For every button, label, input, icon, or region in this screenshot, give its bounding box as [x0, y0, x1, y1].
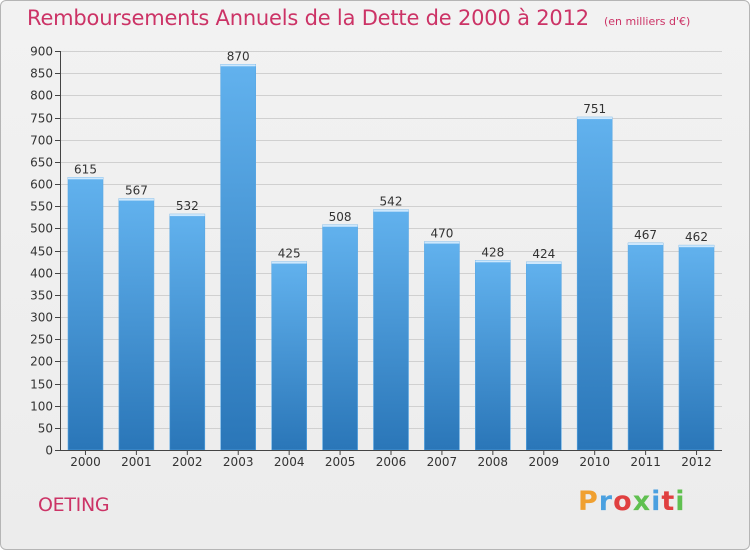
- bar-2008: [474, 259, 511, 451]
- y-tick-label: 0: [45, 444, 53, 458]
- bar-2007: [424, 241, 460, 451]
- y-tick-label: 650: [30, 156, 53, 170]
- logo-letter: x: [632, 486, 652, 517]
- bar-highlight: [475, 260, 511, 263]
- y-tick-label: 900: [30, 45, 53, 59]
- x-tick-label: 2010: [579, 455, 610, 469]
- bars: [67, 64, 715, 451]
- y-tick-label: 450: [30, 245, 53, 259]
- bar-2002: [169, 213, 206, 451]
- x-tick-label: 2009: [529, 455, 560, 469]
- y-tick-label: 150: [30, 378, 53, 392]
- logo-letter: o: [613, 486, 633, 517]
- y-tick-label: 500: [30, 222, 53, 236]
- y-tick-label: 250: [30, 333, 53, 347]
- bar-highlight: [628, 243, 664, 245]
- logo-letter: i: [651, 486, 662, 517]
- chart-title: Remboursements Annuels de la Dette de 20…: [27, 6, 690, 30]
- x-tick-label: 2006: [376, 455, 407, 469]
- commune-name: OETING: [38, 494, 110, 516]
- bar-highlight: [169, 214, 205, 217]
- bar-highlight: [679, 245, 714, 248]
- x-tick-label: 2001: [121, 455, 152, 469]
- x-tick-label: 2008: [478, 455, 509, 469]
- x-tick-label: 2002: [172, 455, 203, 469]
- bar-highlight: [526, 262, 562, 264]
- logo-letter: t: [661, 486, 676, 517]
- bar-2006: [373, 209, 409, 451]
- bar-2012: [678, 244, 715, 451]
- bar-highlight: [322, 224, 358, 227]
- data-label: 567: [125, 184, 148, 198]
- bar-highlight: [577, 117, 613, 120]
- data-label: 751: [583, 102, 606, 116]
- y-tick-label: 100: [30, 400, 53, 414]
- data-label: 615: [74, 162, 97, 176]
- x-tick-label: 2005: [325, 455, 356, 469]
- bar-2011: [627, 242, 664, 451]
- y-tick-label: 50: [38, 422, 53, 436]
- y-tick-label: 350: [30, 289, 53, 303]
- x-tick-label: 2007: [427, 455, 458, 469]
- y-tick-label: 750: [30, 112, 53, 126]
- data-label: 467: [634, 228, 657, 242]
- bar-highlight: [118, 198, 154, 201]
- bar-highlight: [220, 64, 256, 67]
- data-label: 462: [685, 230, 708, 244]
- labels: 0 50 100 150 200 250 300 350 400 450 500 550 600 650 7…: [30, 45, 712, 470]
- bar-2003: [220, 64, 256, 451]
- bar-2009: [525, 261, 562, 451]
- x-tick-label: 2003: [223, 455, 254, 469]
- y-tick-label: 800: [30, 89, 53, 103]
- data-label: 470: [430, 227, 453, 241]
- y-tick-label: 600: [30, 178, 53, 192]
- data-label: 532: [176, 199, 199, 213]
- data-label: 508: [329, 210, 352, 224]
- data-label: 428: [481, 245, 504, 259]
- x-tick-label: 2011: [630, 455, 661, 469]
- x-tick-label: 2004: [274, 455, 305, 469]
- chart-unit-text: (en milliers d'€): [604, 15, 691, 28]
- chart-title-text: Remboursements Annuels de la Dette de 20…: [27, 6, 589, 30]
- logo-letter: P: [578, 486, 599, 517]
- proxiti-logo: Proxiti: [578, 486, 686, 517]
- logo-letter: i: [675, 486, 686, 517]
- logo-letter: r: [598, 486, 614, 517]
- bar-2001: [118, 198, 155, 451]
- bar-2010: [576, 116, 613, 451]
- x-tick-label: 2012: [681, 455, 712, 469]
- bar-2005: [322, 224, 358, 451]
- y-tick-label: 400: [30, 267, 53, 281]
- y-tick-label: 200: [30, 355, 53, 369]
- x-tick-label: 2000: [70, 455, 101, 469]
- data-label: 424: [532, 247, 555, 261]
- data-label: 870: [227, 49, 250, 63]
- bar-2000: [67, 177, 104, 451]
- bar-highlight: [424, 241, 460, 244]
- bar-2004: [271, 261, 308, 451]
- bar-highlight: [271, 261, 307, 264]
- data-label: 542: [380, 195, 403, 209]
- bar-highlight: [373, 209, 409, 212]
- y-tick-label: 300: [30, 311, 53, 325]
- y-tick-label: 700: [30, 134, 53, 148]
- y-tick-label: 850: [30, 67, 53, 81]
- data-label: 425: [278, 247, 301, 261]
- axes: [55, 51, 722, 455]
- y-tick-label: 550: [30, 200, 53, 214]
- bar-highlight: [68, 177, 103, 180]
